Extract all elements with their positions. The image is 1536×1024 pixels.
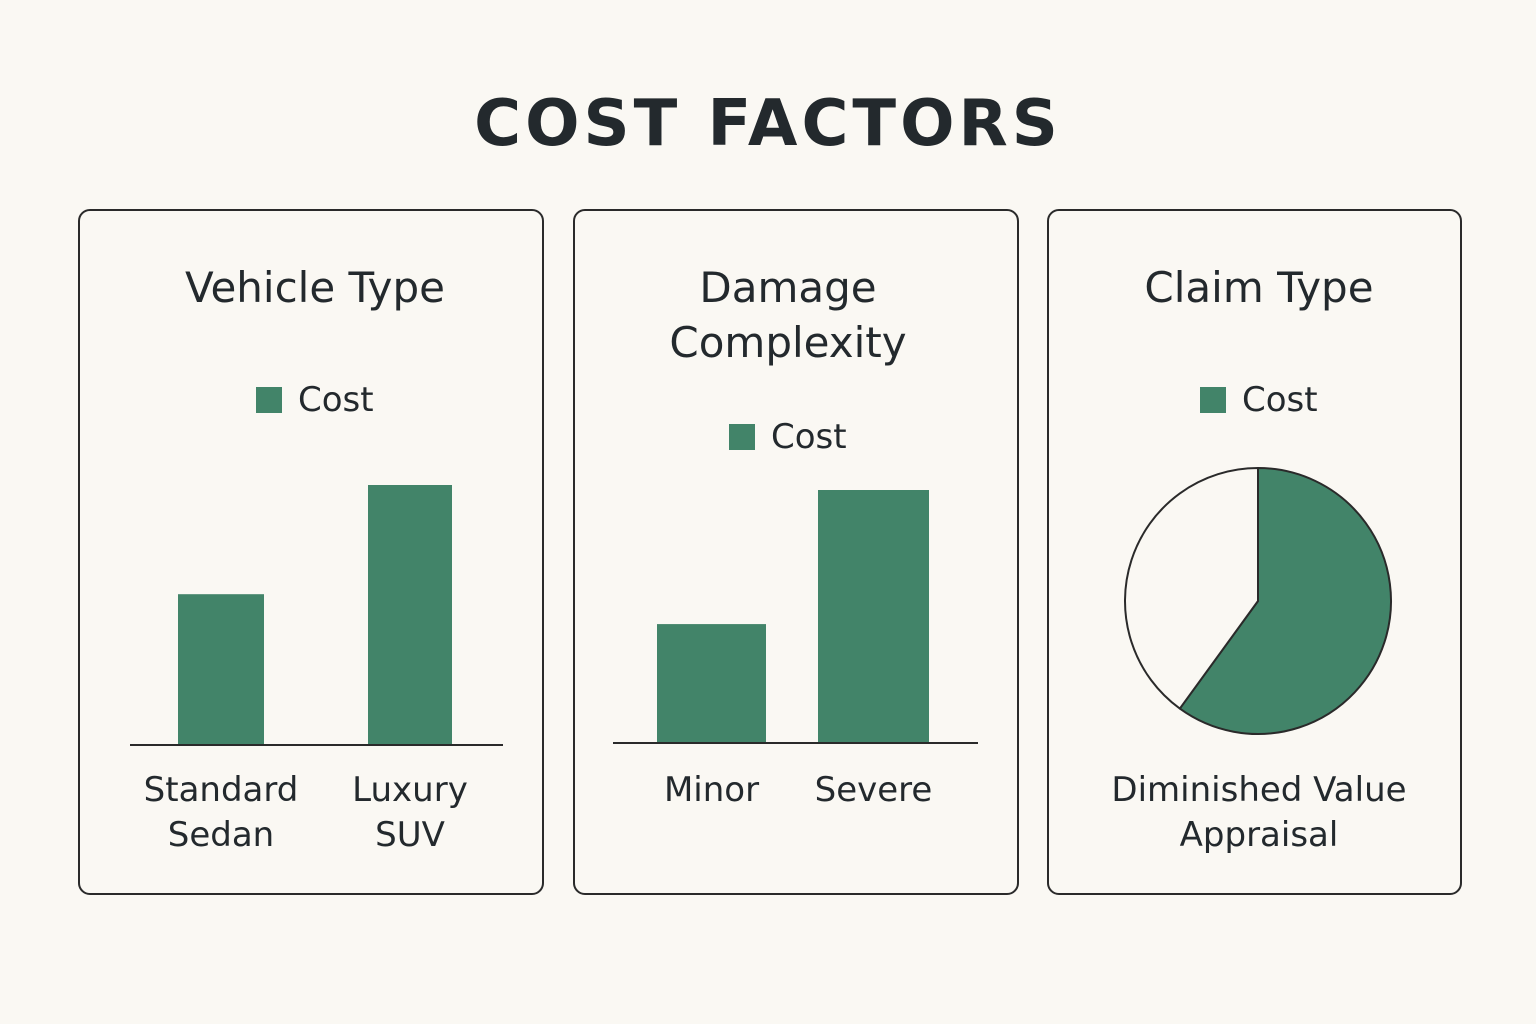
bar-2 (818, 490, 929, 743)
chart-title: Damage (699, 263, 876, 312)
legend-swatch (1200, 387, 1226, 413)
pie-slice-2 (1124, 467, 1259, 710)
damage-complexity-panel: Damage Complexity Cost Minor Severe (573, 209, 1019, 895)
chart-title: Claim Type (1144, 263, 1373, 312)
pie-slice-1 (1178, 467, 1392, 735)
legend-label: Cost (1242, 380, 1318, 420)
bar-2 (368, 485, 452, 745)
category-label: Minor (664, 770, 759, 810)
category-label: Standard (144, 770, 299, 810)
chart-title: Vehicle Type (185, 263, 445, 312)
chart-title: Complexity (669, 318, 906, 367)
category-label: Severe (815, 770, 933, 810)
claim-type-panel: Claim Type Cost Diminished Value Appraisal (1047, 209, 1462, 895)
legend-label: Cost (771, 417, 847, 457)
bar-1 (178, 594, 264, 745)
legend-label: Cost (298, 380, 374, 420)
slice-label: Diminished Value (1111, 770, 1406, 810)
category-label: Luxury (352, 770, 468, 810)
vehicle-type-panel: Vehicle Type Cost Standard Sedan Luxury SUV (78, 209, 544, 895)
legend-swatch (729, 424, 755, 450)
vehicle-type-chart: Vehicle Type Cost Standard Sedan Luxury SUV (130, 263, 503, 855)
category-label: Sedan (168, 815, 274, 855)
slice-label: Appraisal (1180, 815, 1339, 855)
page-title: COST FACTORS (474, 87, 1062, 161)
legend-swatch (256, 387, 282, 413)
bar-1 (657, 624, 766, 743)
damage-complexity-chart: Damage Complexity Cost Minor Severe (613, 263, 978, 810)
claim-type-chart: Claim Type Cost Diminished Value Appraisal (1111, 263, 1406, 855)
category-label: SUV (375, 815, 445, 855)
